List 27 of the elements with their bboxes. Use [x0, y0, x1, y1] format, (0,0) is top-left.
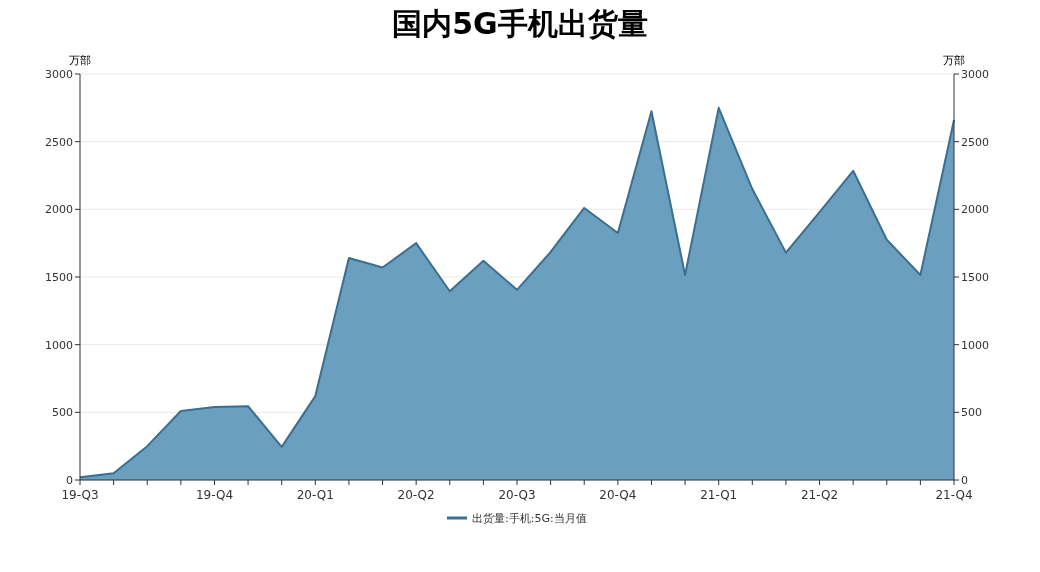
x-tick-label: 21-Q4	[935, 488, 973, 502]
y2-tick-label: 2000	[961, 203, 989, 217]
y2-tick-label: 1500	[961, 271, 989, 284]
x-tick-label: 20-Q3	[498, 488, 536, 502]
y-axis-title: 万部	[69, 54, 91, 67]
x-tick-label: 21-Q1	[700, 488, 738, 502]
y2-tick-label: 1000	[961, 338, 989, 352]
x-tick-label: 21-Q2	[800, 488, 839, 502]
x-tick-label: 20-Q2	[397, 488, 435, 502]
y-tick-label: 500	[52, 406, 73, 420]
legend-label: 出货量:手机:5G:当月值	[472, 512, 587, 525]
y-tick-label: 1500	[45, 271, 73, 284]
y2-tick-label: 0	[961, 474, 968, 487]
y-tick-label: 0	[66, 474, 73, 487]
x-tick-label: 20-Q4	[599, 488, 637, 502]
x-tick-label: 19-Q3	[61, 488, 99, 502]
y-tick-label: 3000	[45, 68, 73, 81]
y2-tick-label: 2500	[961, 135, 989, 149]
x-tick-label: 20-Q1	[296, 488, 334, 502]
y2-axis-title: 万部	[943, 54, 965, 67]
y-tick-label: 2000	[45, 203, 73, 217]
y2-tick-label: 3000	[961, 68, 989, 81]
y2-tick-label: 500	[961, 406, 982, 420]
x-tick-label: 19-Q4	[195, 488, 234, 502]
y-tick-label: 2500	[45, 135, 73, 149]
y-tick-label: 1000	[45, 338, 73, 352]
chart-title: 国内5G手机出货量	[392, 6, 648, 41]
